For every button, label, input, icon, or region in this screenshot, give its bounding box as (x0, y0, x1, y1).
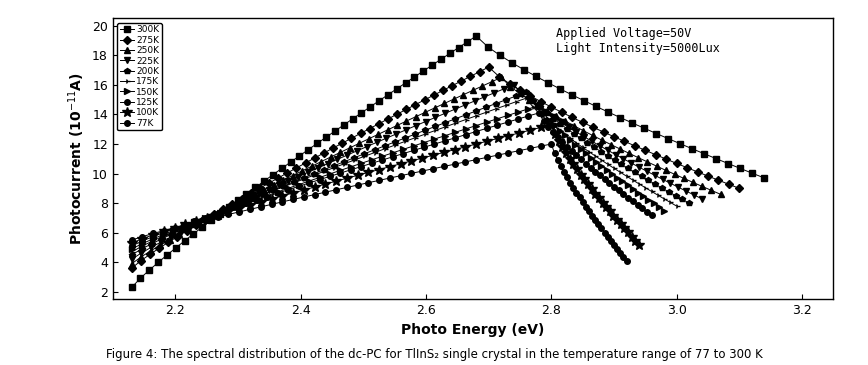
Text: Applied Voltage=50V
Light Intensity=5000Lux: Applied Voltage=50V Light Intensity=5000… (556, 27, 720, 55)
X-axis label: Photo Energy (eV): Photo Energy (eV) (401, 323, 545, 337)
Text: Figure 4: The spectral distribution of the dc-PC for TlInS₂ single crystal in th: Figure 4: The spectral distribution of t… (106, 348, 762, 361)
Legend: 300K, 275K, 250K, 225K, 200K, 175K, 150K, 125K, 100K, 77K: 300K, 275K, 250K, 225K, 200K, 175K, 150K… (117, 23, 162, 130)
Y-axis label: Photocurrent (10$^{-11}$A): Photocurrent (10$^{-11}$A) (66, 72, 87, 245)
